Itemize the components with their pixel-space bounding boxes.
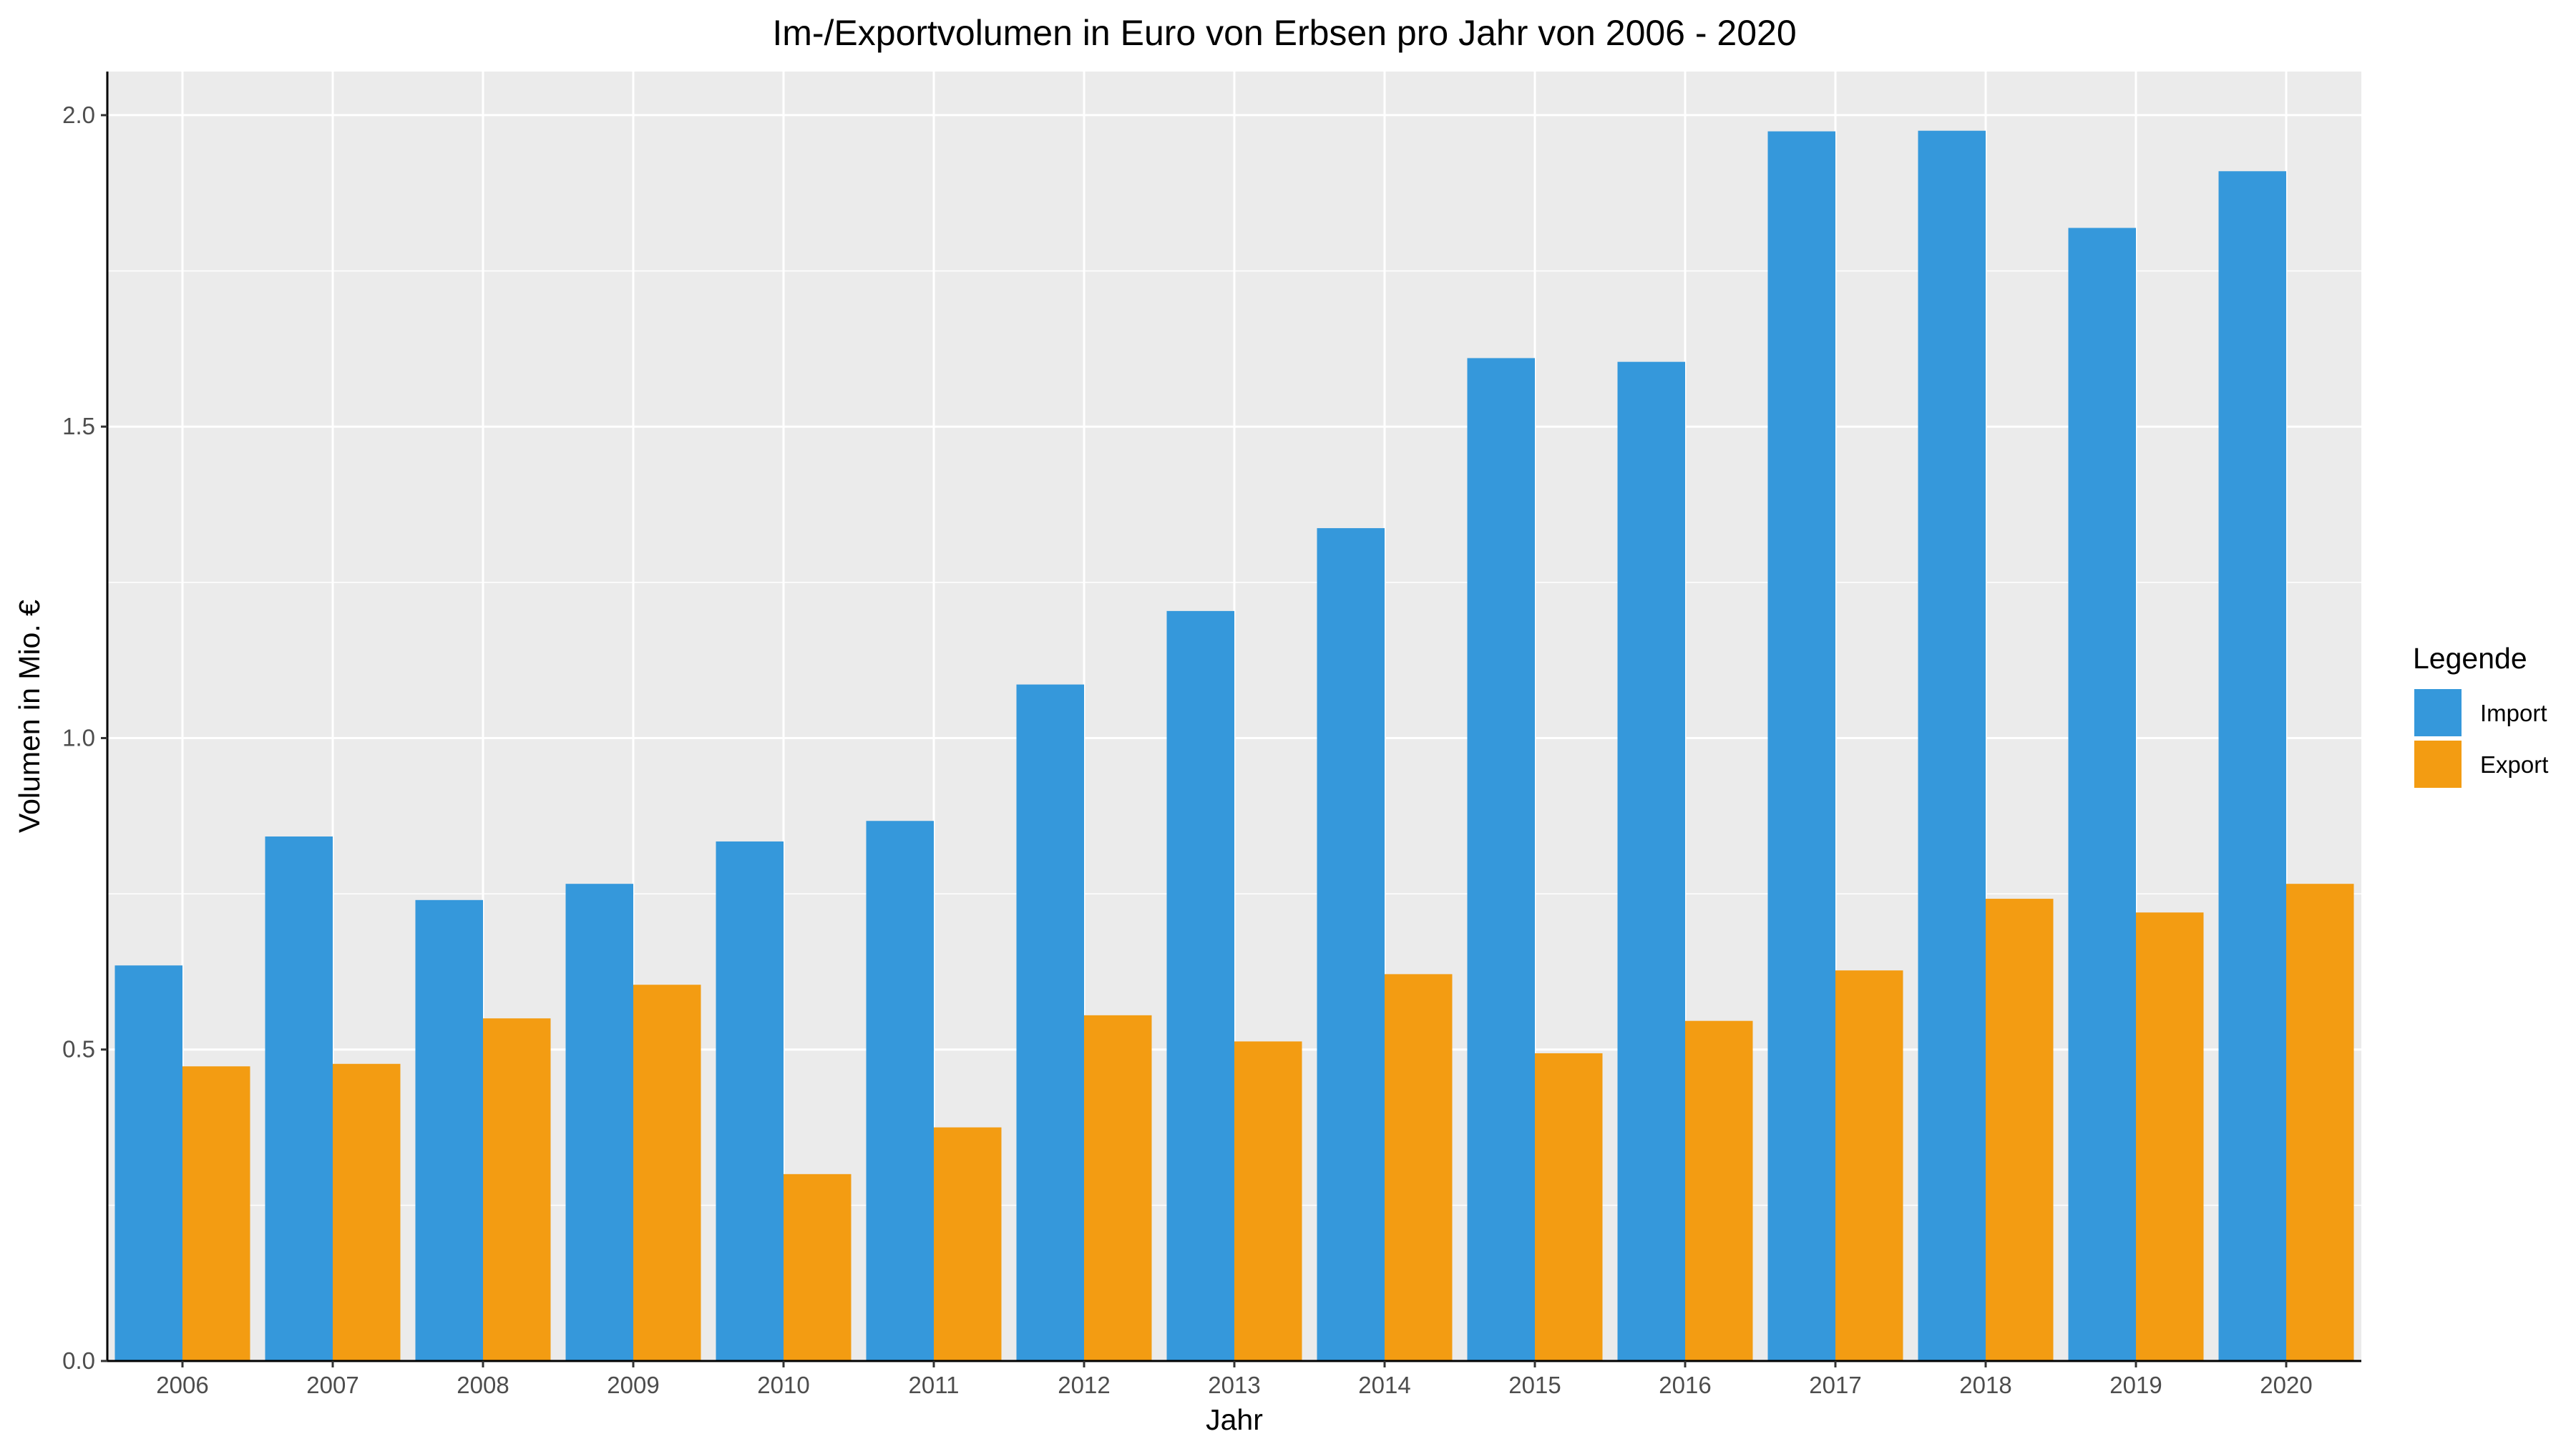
bar-import-2013	[1166, 610, 1234, 1362]
x-tick-label: 2007	[306, 1372, 358, 1398]
bar-export-2008	[483, 1018, 551, 1361]
y-tick-label: 0.0	[62, 1347, 95, 1374]
bar-export-2014	[1385, 974, 1453, 1361]
bar-import-2009	[565, 884, 633, 1361]
bar-export-2007	[333, 1063, 401, 1361]
legend-swatch-export	[2414, 741, 2462, 788]
legend-title: Legende	[2413, 642, 2527, 675]
bar-import-2016	[1617, 361, 1685, 1362]
x-tick-label: 2016	[1659, 1372, 1711, 1398]
x-tick-label: 2018	[1959, 1372, 2011, 1398]
bar-export-2018	[1986, 899, 2054, 1361]
legend-label-export: Export	[2480, 751, 2548, 778]
bar-export-2010	[784, 1174, 852, 1361]
bar-import-2007	[265, 836, 333, 1361]
x-tick-label: 2020	[2260, 1372, 2312, 1398]
y-tick-label: 2.0	[62, 102, 95, 128]
bar-export-2019	[2136, 912, 2204, 1361]
bar-import-2011	[866, 821, 934, 1361]
bar-import-2020	[2218, 171, 2286, 1361]
bars	[114, 130, 2354, 1362]
x-axis-title: Jahr	[1206, 1403, 1263, 1436]
x-ticks: 2006 2007 2008 2009 2010 2011 2012 2013 2014 2015…	[156, 1361, 2313, 1398]
bar-export-2013	[1234, 1041, 1302, 1361]
bar-import-2014	[1317, 528, 1385, 1361]
y-axis-title: Volumen in Mio. €	[13, 600, 46, 833]
x-tick-label: 2015	[1508, 1372, 1561, 1398]
x-tick-label: 2008	[457, 1372, 509, 1398]
x-tick-label: 2013	[1208, 1372, 1260, 1398]
x-tick-label: 2009	[607, 1372, 659, 1398]
y-tick-label: 1.5	[62, 413, 95, 439]
bar-import-2008	[415, 899, 483, 1361]
bar-import-2017	[1767, 131, 1835, 1361]
bar-export-2009	[633, 985, 701, 1361]
bar-export-2015	[1535, 1053, 1603, 1361]
bar-export-2012	[1084, 1015, 1152, 1361]
bar-import-2010	[716, 841, 784, 1361]
y-ticks: 0.0 0.5 1.0 1.5 2.0	[62, 102, 107, 1374]
x-tick-label: 2012	[1058, 1372, 1110, 1398]
x-tick-label: 2014	[1358, 1372, 1410, 1398]
bar-export-2020	[2286, 884, 2354, 1361]
bar-export-2011	[934, 1127, 1002, 1361]
x-tick-label: 2019	[2109, 1372, 2162, 1398]
legend-label-import: Import	[2480, 700, 2547, 726]
bar-import-2015	[1467, 358, 1535, 1361]
bar-import-2019	[2068, 228, 2136, 1361]
x-tick-label: 2017	[1809, 1372, 1861, 1398]
x-tick-label: 2011	[909, 1372, 960, 1398]
bar-import-2018	[1918, 130, 1986, 1362]
bar-import-2006	[114, 965, 182, 1361]
x-tick-label: 2010	[757, 1372, 809, 1398]
y-tick-label: 1.0	[62, 724, 95, 751]
bar-export-2017	[1835, 970, 1903, 1361]
bar-export-2016	[1685, 1020, 1753, 1361]
legend-swatch-import	[2414, 689, 2462, 736]
legend: Legende Import Export	[2413, 642, 2548, 788]
bar-import-2012	[1016, 684, 1084, 1361]
chart-title: Im-/Exportvolumen in Euro von Erbsen pro…	[772, 13, 1796, 53]
y-tick-label: 0.5	[62, 1036, 95, 1063]
bar-export-2006	[182, 1066, 250, 1361]
x-tick-label: 2006	[156, 1372, 208, 1398]
